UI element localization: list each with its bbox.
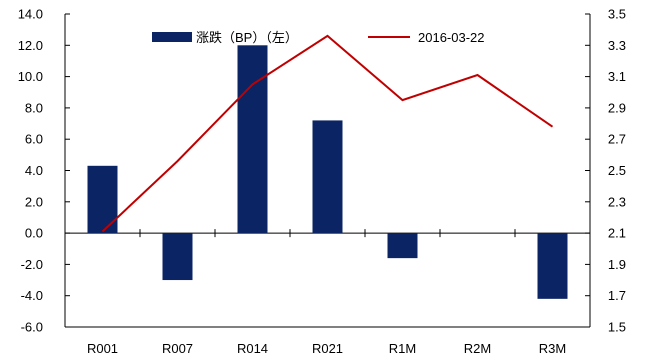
left-axis-tick-label: 8.0 — [25, 100, 43, 115]
bar-r1m — [387, 233, 418, 259]
left-axis-tick-label: 0.0 — [25, 226, 43, 241]
x-axis-tick-label: R3M — [539, 341, 566, 356]
left-axis-tick-label: 12.0 — [18, 38, 43, 53]
right-axis-tick-label: 2.5 — [608, 163, 626, 178]
left-axis-tick-label: -4.0 — [21, 288, 43, 303]
left-axis-tick-label: 4.0 — [25, 163, 43, 178]
x-axis-tick-label: R007 — [162, 341, 193, 356]
right-axis-tick-label: 2.3 — [608, 194, 626, 209]
legend: 涨跌（BP）（左） 2016-03-22 — [152, 30, 485, 45]
right-axis-tick-label: 1.5 — [608, 320, 626, 335]
right-axis-tick-label: 3.5 — [608, 7, 626, 22]
legend-swatch-bar — [152, 32, 192, 42]
left-axis-tick-label: 2.0 — [25, 194, 43, 209]
bar-r007 — [162, 233, 193, 281]
bar-r3m — [537, 233, 568, 299]
x-axis-tick-label: R1M — [389, 341, 416, 356]
left-axis-tick-label: 10.0 — [18, 69, 43, 84]
bar-r021 — [312, 120, 343, 234]
right-axis-tick-label: 1.7 — [608, 288, 626, 303]
right-axis-tick-label: 3.1 — [608, 69, 626, 84]
legend-label-line: 2016-03-22 — [418, 30, 485, 45]
right-axis-tick-label: 3.3 — [608, 38, 626, 53]
bar-series — [87, 45, 568, 299]
left-axis-tick-label: 14.0 — [18, 7, 43, 22]
legend-label-bar: 涨跌（BP）（左） — [196, 30, 298, 45]
bar-r014 — [237, 45, 268, 234]
line-2016-03-22 — [101, 34, 554, 233]
left-axis-tick-label: -2.0 — [21, 257, 43, 272]
x-axis-tick-label: R2M — [464, 341, 491, 356]
left-axis-tick-label: -6.0 — [21, 320, 43, 335]
right-axis-tick-label: 2.9 — [608, 100, 626, 115]
right-axis-tick-label: 1.9 — [608, 257, 626, 272]
right-axis-tick-label: 2.7 — [608, 132, 626, 147]
left-axis-tick-label: 6.0 — [25, 132, 43, 147]
tick-labels: 14.0 12.0 10.0 8.0 6.0 4.0 2.0 0.0 -2.0 -4.0 -6.0 3… — [18, 7, 626, 357]
x-axis-tick-label: R021 — [312, 341, 343, 356]
x-axis-tick-label: R001 — [87, 341, 118, 356]
right-axis-tick-label: 2.1 — [608, 226, 626, 241]
x-axis-tick-label: R014 — [237, 341, 268, 356]
line-series — [101, 34, 554, 233]
